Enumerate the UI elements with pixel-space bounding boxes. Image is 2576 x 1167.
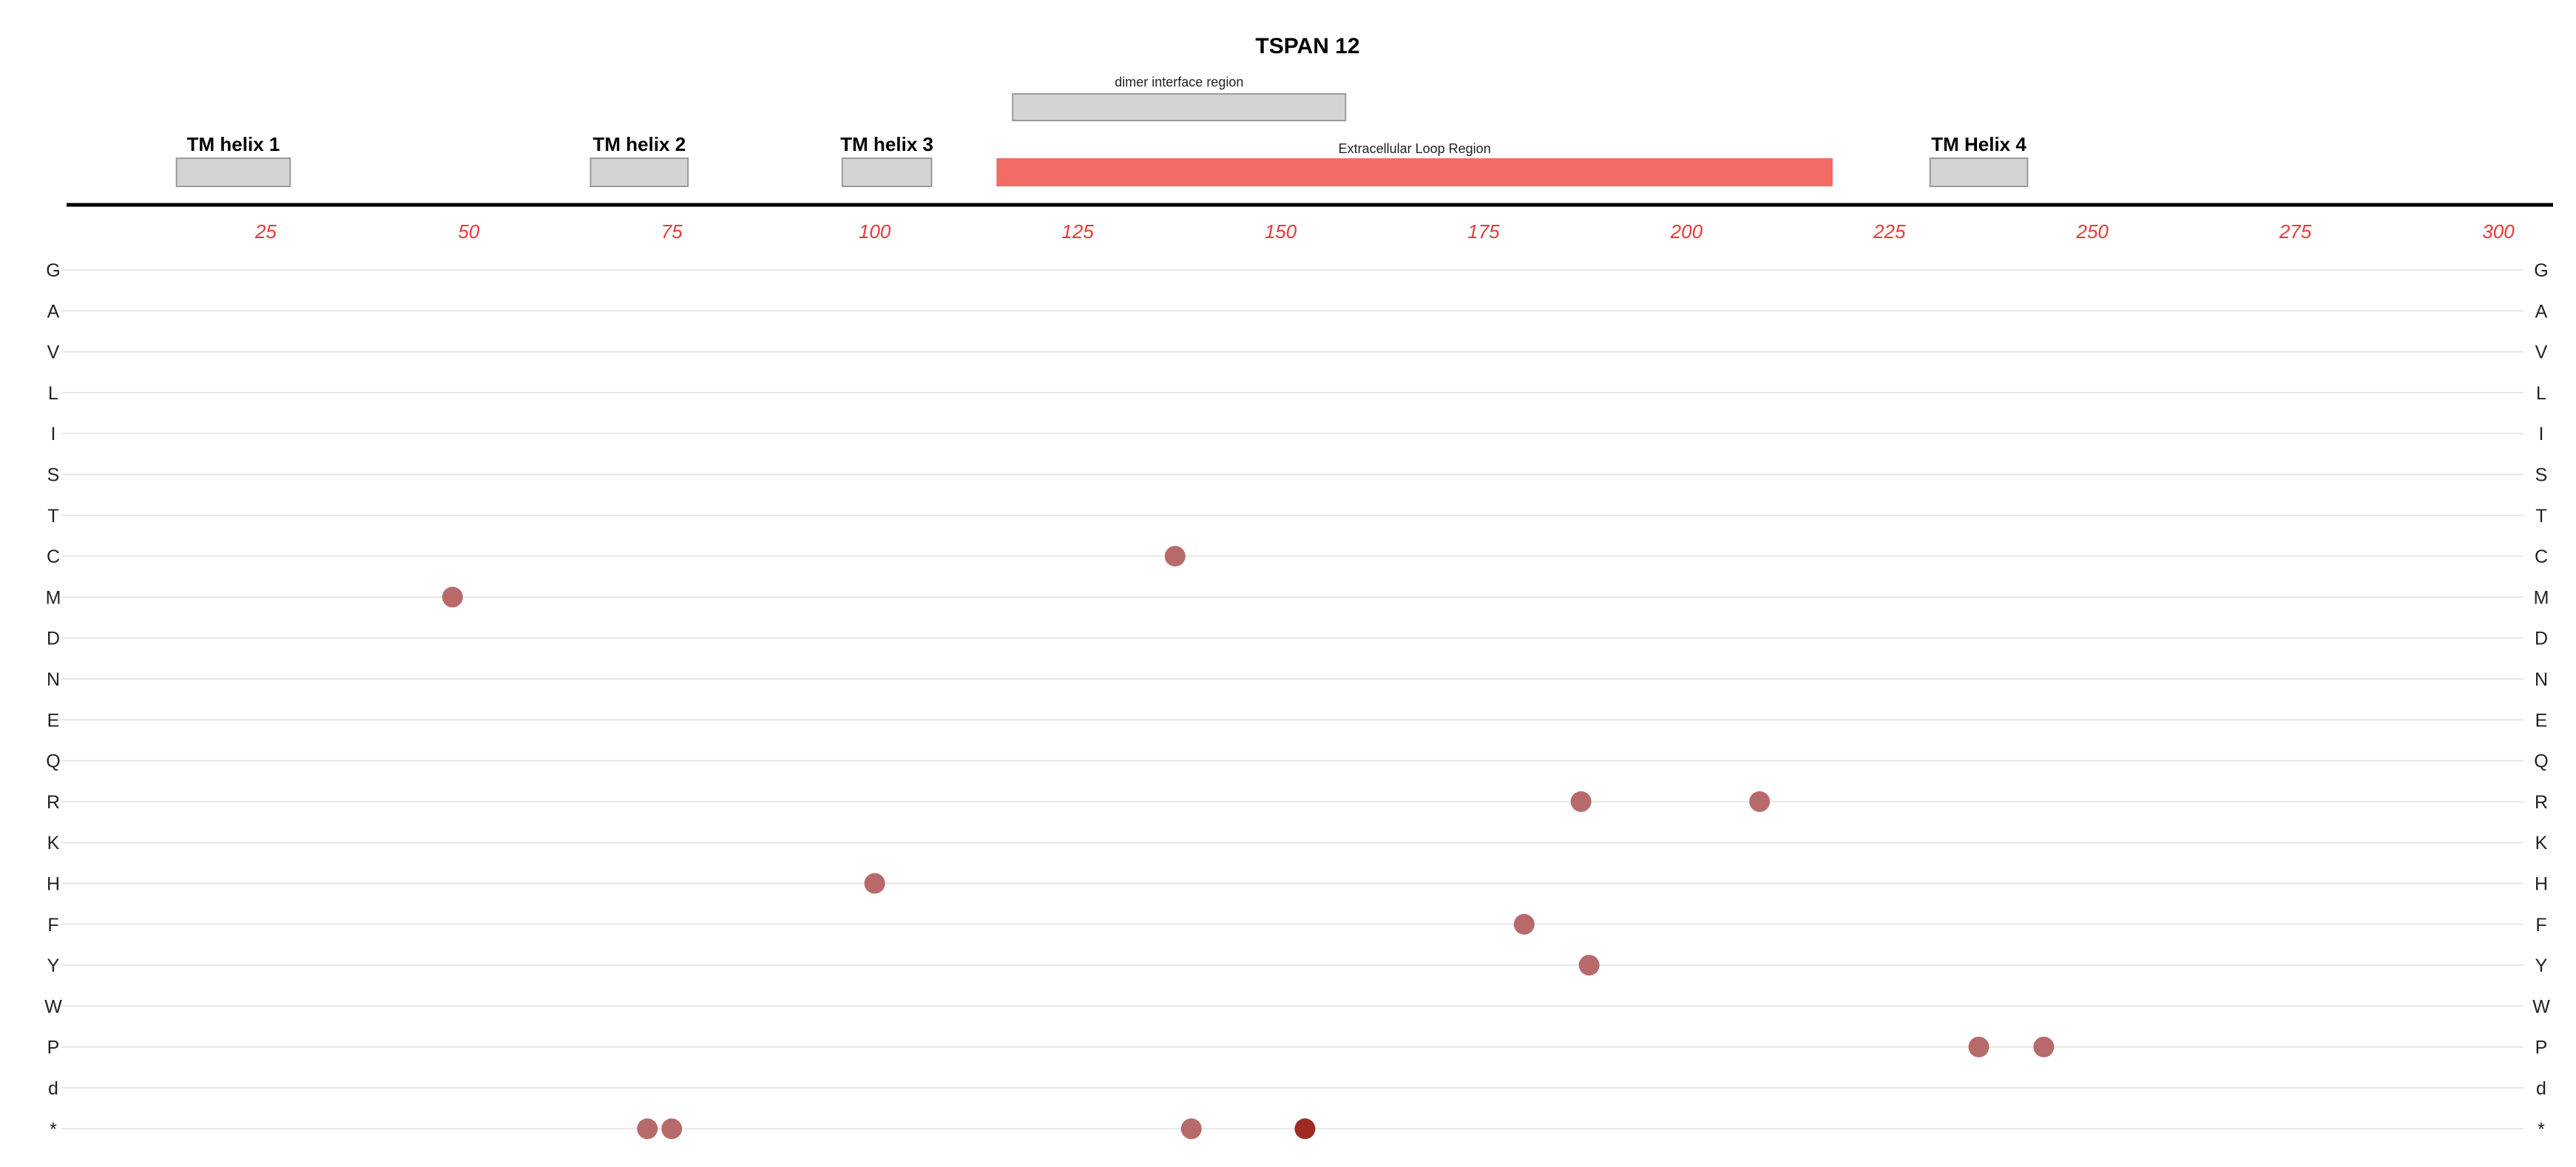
region-label-tm-helix-4: TM Helix 4 bbox=[1931, 133, 2026, 155]
data-point bbox=[2033, 1036, 2055, 1058]
data-point bbox=[1294, 1118, 1316, 1140]
x-tick-label: 275 bbox=[2279, 220, 2312, 243]
row-label-right: * bbox=[2538, 1119, 2545, 1140]
row-label-right: E bbox=[2535, 710, 2548, 731]
data-point bbox=[1164, 546, 1186, 567]
row-label-right: Y bbox=[2535, 955, 2548, 976]
x-tick-label: 75 bbox=[661, 220, 683, 243]
row-label-right: d bbox=[2536, 1078, 2546, 1099]
row-label-right: F bbox=[2535, 915, 2546, 936]
x-tick-label: 25 bbox=[254, 220, 277, 243]
region-label-dimer-interface-region: dimer interface region bbox=[1115, 75, 1243, 89]
row-label-right: T bbox=[2535, 506, 2546, 527]
x-axis-ticks: 25 50 75 100 125 150 175 200 225 250 275 300 bbox=[254, 220, 2515, 243]
row-label-right: D bbox=[2535, 629, 2548, 649]
data-point bbox=[1749, 791, 1771, 812]
row-label-right: K bbox=[2535, 833, 2548, 853]
row-label-right: G bbox=[2534, 260, 2548, 281]
row-label-right: R bbox=[2535, 792, 2548, 813]
row-label-left: K bbox=[47, 833, 60, 853]
row-label-left: P bbox=[47, 1038, 60, 1058]
x-tick-label: 150 bbox=[1265, 220, 1297, 243]
data-point bbox=[637, 1118, 658, 1140]
row-label-left: N bbox=[47, 669, 60, 690]
row-label-left: D bbox=[47, 629, 60, 649]
region-bar-extracellular-loop-region bbox=[996, 158, 1833, 186]
row-label-right: A bbox=[2535, 301, 2548, 322]
chart-title: TSPAN 12 bbox=[1255, 34, 1359, 58]
data-point bbox=[1570, 791, 1592, 812]
x-tick-label: 200 bbox=[1670, 220, 1703, 243]
row-label-right: H bbox=[2535, 874, 2548, 895]
row-label-right: L bbox=[2536, 383, 2546, 404]
row-label-right: N bbox=[2535, 669, 2548, 690]
x-tick-label: 50 bbox=[458, 220, 479, 243]
data-point bbox=[1513, 913, 1535, 935]
x-tick-label: 300 bbox=[2482, 220, 2515, 243]
x-tick-label: 100 bbox=[859, 220, 891, 243]
row-label-left: * bbox=[50, 1119, 57, 1140]
x-tick-label: 250 bbox=[2076, 220, 2109, 243]
data-point bbox=[661, 1118, 683, 1140]
data-point bbox=[1968, 1036, 1990, 1058]
row-label-right: I bbox=[2539, 424, 2544, 444]
region-bar-tm-helix-4 bbox=[1929, 158, 2029, 187]
row-label-left: Y bbox=[47, 955, 60, 976]
row-label-left: L bbox=[48, 383, 58, 404]
row-label-left: F bbox=[47, 915, 58, 936]
region-label-extracellular-loop-region: Extracellular Loop Region bbox=[1339, 141, 1491, 156]
domain-regions: dimer interface region TM helix 1 TM helix… bbox=[175, 75, 2029, 187]
data-point bbox=[1578, 955, 1600, 976]
x-tick-label: 225 bbox=[1873, 220, 1906, 243]
row-label-right: S bbox=[2535, 465, 2548, 486]
data-point bbox=[1180, 1118, 1202, 1140]
region-bar-tm-helix-1 bbox=[175, 158, 291, 187]
row-label-left: Q bbox=[46, 751, 60, 772]
row-label-left: S bbox=[47, 465, 60, 486]
data-points bbox=[442, 546, 2055, 1140]
region-label-tm-helix-2: TM helix 2 bbox=[593, 133, 686, 155]
region-bar-dimer-interface-region bbox=[1012, 93, 1347, 121]
row-label-left: V bbox=[47, 342, 60, 363]
row-label-right: W bbox=[2532, 996, 2550, 1017]
x-tick-label: 175 bbox=[1467, 220, 1500, 243]
row-label-left: R bbox=[47, 792, 60, 813]
row-label-right: C bbox=[2535, 547, 2548, 567]
row-label-left: d bbox=[48, 1078, 58, 1099]
row-label-right: M bbox=[2534, 587, 2549, 608]
data-point bbox=[442, 586, 463, 608]
row-label-left: W bbox=[44, 996, 62, 1017]
row-label-right: Q bbox=[2534, 751, 2548, 772]
row-label-left: E bbox=[47, 710, 60, 731]
data-point bbox=[864, 873, 885, 894]
x-tick-label: 125 bbox=[1061, 220, 1094, 243]
residue-rows: G GA AV VL LI IS ST TC CM MD DN NE EQ QR RK KH HF FY YW WP P… bbox=[44, 260, 2550, 1140]
row-label-left: G bbox=[46, 260, 60, 281]
row-label-left: T bbox=[47, 506, 58, 527]
row-label-left: C bbox=[47, 547, 60, 567]
region-bar-tm-helix-2 bbox=[589, 158, 689, 187]
row-label-left: A bbox=[47, 301, 60, 322]
row-label-left: H bbox=[47, 874, 60, 895]
region-bar-tm-helix-3 bbox=[841, 158, 933, 187]
row-label-right: P bbox=[2535, 1038, 2548, 1058]
row-label-left: M bbox=[46, 587, 61, 608]
row-label-right: V bbox=[2535, 342, 2548, 363]
row-label-left: I bbox=[51, 424, 56, 444]
region-label-tm-helix-3: TM helix 3 bbox=[840, 133, 933, 155]
region-label-tm-helix-1: TM helix 1 bbox=[187, 133, 280, 155]
